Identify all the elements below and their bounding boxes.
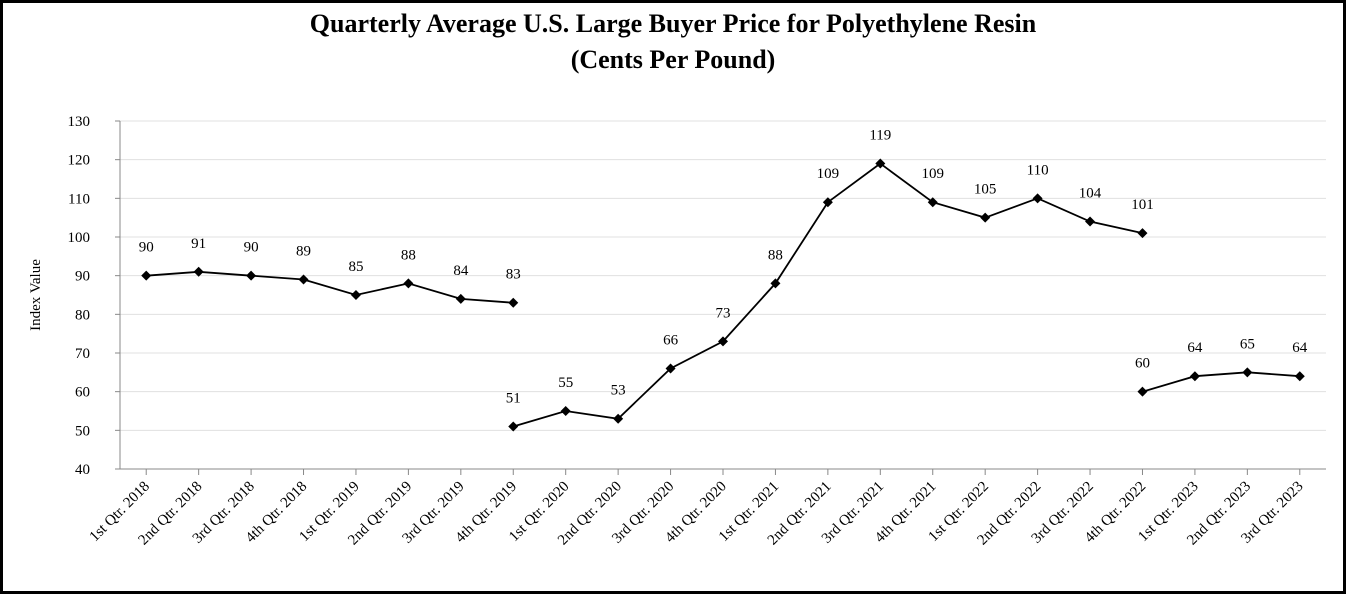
y-tick-label: 40 [75, 462, 90, 478]
data-label: 88 [401, 247, 416, 263]
y-tick-label: 130 [68, 114, 91, 130]
data-label: 83 [506, 267, 521, 283]
y-tick-label: 60 [75, 385, 90, 401]
data-label: 55 [558, 375, 573, 391]
data-label: 110 [1027, 162, 1049, 178]
y-tick-label: 120 [68, 153, 91, 169]
marker [508, 297, 519, 308]
chart-title: Quarterly Average U.S. Large Buyer Price… [310, 9, 1037, 38]
data-label: 119 [869, 128, 891, 144]
marker [141, 270, 152, 281]
data-label: 91 [191, 236, 206, 252]
data-label: 104 [1079, 186, 1102, 202]
marker [613, 413, 624, 424]
data-label: 51 [506, 390, 521, 406]
data-label: 73 [716, 305, 731, 321]
marker [1242, 367, 1253, 378]
marker [927, 197, 938, 208]
marker [298, 274, 309, 285]
data-label: 85 [348, 259, 363, 275]
data-label: 109 [817, 166, 840, 182]
marker [455, 293, 466, 304]
data-label: 89 [296, 244, 311, 260]
data-label: 53 [611, 383, 626, 399]
marker [1137, 386, 1148, 397]
marker [822, 197, 833, 208]
data-label: 105 [974, 182, 997, 198]
data-label: 90 [244, 240, 259, 256]
marker [665, 363, 676, 374]
marker [508, 421, 519, 432]
chart-subtitle: (Cents Per Pound) [571, 45, 776, 74]
y-tick-label: 80 [75, 307, 90, 323]
marker [1137, 228, 1148, 239]
marker [350, 290, 361, 300]
line [1142, 371, 1300, 393]
y-tick-label: 110 [68, 191, 90, 207]
y-axis-label: Index Value [28, 259, 44, 331]
data-label: 88 [768, 247, 783, 263]
marker [875, 158, 886, 169]
data-label: 90 [139, 240, 154, 256]
marker [718, 336, 728, 347]
y-tick-label: 100 [68, 230, 91, 246]
marker [1032, 193, 1043, 204]
data-label: 101 [1131, 197, 1154, 213]
marker [193, 266, 204, 277]
y-tick-label: 90 [75, 269, 90, 285]
data-label: 64 [1292, 340, 1308, 356]
marker [1085, 216, 1096, 227]
data-label: 64 [1187, 340, 1203, 356]
data-label: 66 [663, 332, 679, 348]
marker [1294, 371, 1305, 382]
y-tick-label: 50 [75, 423, 90, 439]
marker [560, 406, 571, 416]
marker [403, 278, 414, 289]
data-label: 60 [1135, 356, 1150, 372]
y-tick-label: 70 [75, 346, 90, 362]
marker [1189, 371, 1200, 382]
marker [770, 278, 781, 289]
line [146, 270, 514, 304]
marker [246, 270, 257, 281]
data-label: 65 [1240, 336, 1255, 352]
data-label: 84 [453, 263, 469, 279]
data-label: 109 [921, 166, 944, 182]
marker [980, 212, 991, 223]
